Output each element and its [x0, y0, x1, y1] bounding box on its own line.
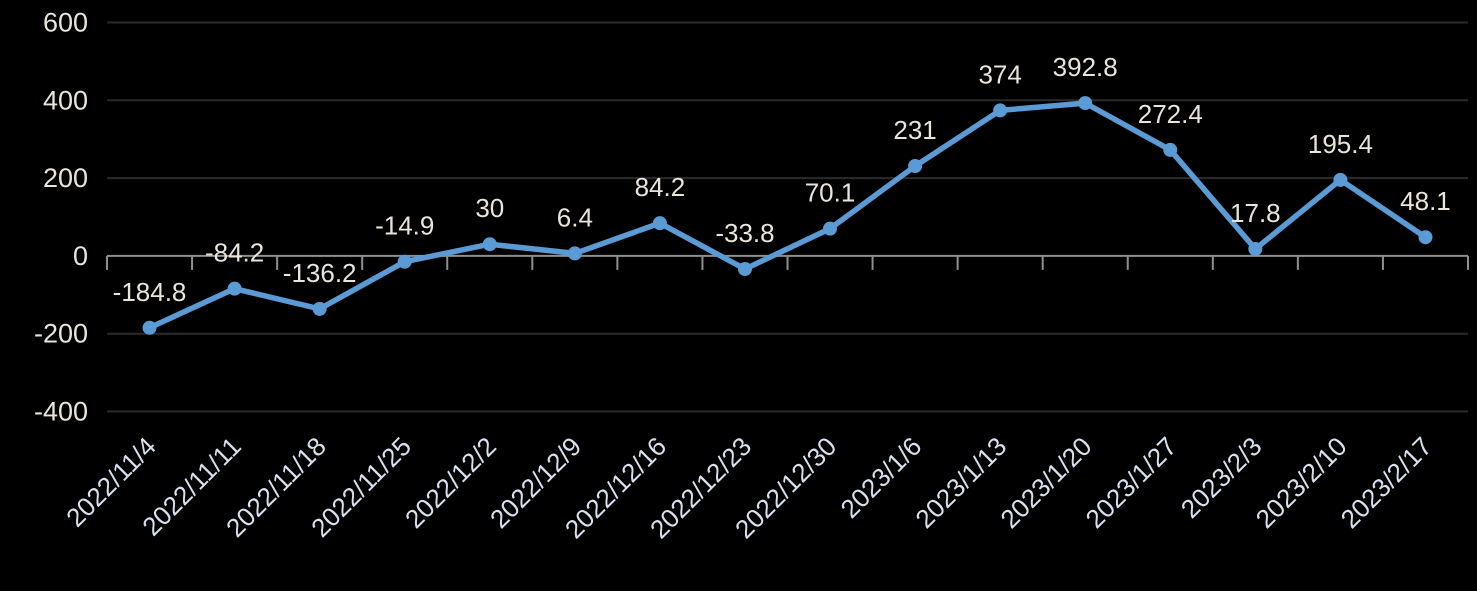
- data-point-marker: [993, 103, 1008, 118]
- data-point-marker: [397, 254, 412, 269]
- data-label: 6.4: [557, 202, 593, 232]
- data-point-marker: [142, 320, 157, 335]
- data-point-marker: [1333, 172, 1348, 187]
- y-tick-label: 400: [43, 85, 88, 115]
- y-tick-label: 200: [43, 163, 88, 193]
- data-point-marker: [737, 262, 752, 277]
- y-tick-label: -200: [34, 319, 88, 349]
- y-tick-label: 600: [43, 8, 88, 38]
- data-point-marker: [312, 301, 327, 316]
- data-point-marker: [1418, 230, 1433, 245]
- data-point-marker: [652, 216, 667, 231]
- data-label: 30: [475, 193, 504, 223]
- data-label: 48.1: [1400, 186, 1451, 216]
- data-label: 272.4: [1138, 99, 1203, 129]
- data-label: 70.1: [805, 178, 856, 208]
- data-label: -136.2: [283, 258, 357, 288]
- data-label: 374: [978, 59, 1021, 89]
- data-point-marker: [823, 221, 838, 236]
- data-label: -84.2: [205, 238, 264, 268]
- data-point-marker: [482, 237, 497, 252]
- data-label: -184.8: [113, 277, 187, 307]
- data-label: 84.2: [635, 172, 686, 202]
- data-label: 17.8: [1230, 198, 1281, 228]
- data-label: -33.8: [715, 218, 774, 248]
- data-point-marker: [567, 246, 582, 261]
- series-line: [146, 100, 1429, 331]
- data-point-marker: [227, 281, 242, 296]
- data-point-marker: [908, 159, 923, 174]
- data-label: 231: [893, 115, 936, 145]
- data-label: -14.9: [375, 211, 434, 241]
- data-point-marker: [1078, 96, 1093, 111]
- y-tick-label: 0: [73, 241, 88, 271]
- data-point-marker: [1248, 241, 1263, 256]
- y-tick-label: -400: [34, 397, 88, 427]
- data-label: 195.4: [1308, 129, 1373, 159]
- data-point-marker: [1163, 142, 1178, 157]
- data-label: 392.8: [1053, 52, 1118, 82]
